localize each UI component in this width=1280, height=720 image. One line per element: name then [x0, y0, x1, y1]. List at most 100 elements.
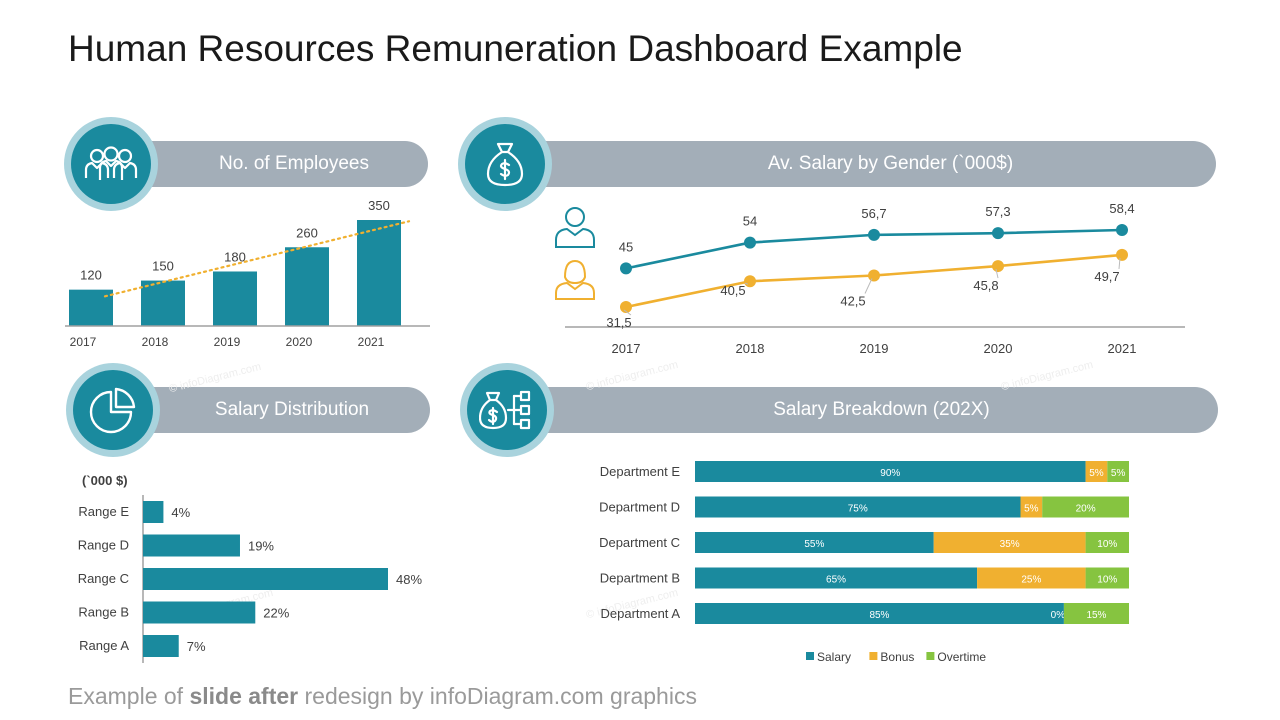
breakdown-title: Salary Breakdown (202X) — [773, 399, 990, 420]
employees-year-label: 2018 — [142, 335, 169, 349]
breakdown-segment-label: 75% — [848, 504, 868, 515]
money-bag-flow-icon — [479, 390, 531, 430]
gender-value-label: 45,8 — [973, 278, 998, 293]
gender-value-label: 42,5 — [840, 294, 865, 309]
distribution-bar — [143, 635, 179, 657]
distribution-bar — [143, 601, 256, 624]
pie-chart-icon — [89, 387, 136, 434]
distribution-bar — [143, 568, 388, 590]
breakdown-legend-label: Bonus — [880, 650, 914, 664]
distribution-range-label: Range E — [78, 504, 129, 519]
breakdown-department-label: Department C — [599, 535, 680, 550]
female-body — [555, 281, 595, 300]
gender-point — [744, 236, 756, 249]
employees-title: No. of Employees — [219, 153, 369, 174]
breakdown-header: Salary Breakdown (202X) — [505, 387, 1218, 433]
gender-point — [620, 301, 632, 313]
employees-value-label: 150 — [152, 259, 174, 274]
employees-header: No. of Employees — [110, 141, 428, 187]
breakdown-department-label: Department D — [599, 500, 680, 515]
gender-value-label: 31,5 — [606, 315, 631, 330]
employees-value-label: 180 — [224, 249, 246, 264]
breakdown-segment-label: 55% — [804, 539, 824, 550]
breakdown-segment — [695, 603, 1064, 624]
breakdown-segment-label: 10% — [1097, 539, 1117, 550]
distribution-bar — [143, 501, 164, 523]
page-title: Human Resources Remuneration Dashboard E… — [68, 28, 963, 69]
employees-trend-line — [103, 220, 411, 298]
employees-year-label: 2021 — [358, 335, 385, 349]
distribution-title: Salary Distribution — [214, 399, 370, 420]
salary-breakdown-stacked-chart: Department E 90% 5% 5% Department D 75% 5% 20% D… — [599, 461, 1129, 664]
breakdown-segment — [1020, 496, 1043, 518]
breakdown-legend-swatch — [806, 652, 814, 660]
gender-leader-line — [864, 278, 873, 294]
employees-year-label: 2019 — [214, 335, 241, 349]
pie-chart-icon-badge — [66, 363, 160, 457]
breakdown-segment-label: 25% — [1021, 575, 1041, 586]
gender-leader-line — [623, 309, 632, 316]
female-head — [563, 259, 587, 285]
breakdown-segment — [1063, 603, 1129, 624]
breakdown-segment-label: 20% — [1076, 504, 1096, 515]
breakdown-segment-label: 65% — [826, 575, 846, 586]
distribution-range-label: Range D — [78, 538, 129, 553]
male-body — [555, 227, 595, 248]
gender-leader-line — [744, 282, 749, 285]
salary-gender-title: Av. Salary by Gender (`000$) — [767, 153, 1014, 174]
gender-year-label: 2017 — [612, 341, 641, 356]
breakdown-legend-label: Overtime — [937, 650, 986, 664]
breakdown-segment — [695, 532, 934, 553]
breakdown-segment — [1085, 567, 1129, 589]
salary-gender-header: Av. Salary by Gender (`000$) — [505, 141, 1216, 187]
employees-value-label: 260 — [296, 225, 318, 240]
gender-year-label: 2019 — [860, 341, 889, 356]
gender-point — [1116, 248, 1128, 261]
gender-point — [868, 269, 880, 282]
gender-year-label: 2020 — [984, 341, 1013, 356]
breakdown-legend-swatch — [869, 652, 878, 660]
breakdown-segment — [1085, 461, 1108, 482]
distribution-range-label: Range A — [79, 638, 129, 653]
gender-leader-line — [995, 268, 999, 279]
gender-value-label: 58,4 — [1109, 201, 1134, 216]
salary-gender-line-chart: 2017 2018 2019 2020 2021 45 54 56,7 57,3 58,4 31,5… — [555, 201, 1185, 356]
breakdown-segment — [1107, 461, 1129, 482]
gender-leader-line — [1118, 257, 1121, 269]
employees-year-label: 2020 — [286, 335, 313, 349]
people-group-icon — [84, 146, 138, 180]
gender-point — [868, 228, 880, 241]
employees-bar — [141, 280, 185, 326]
gender-point — [744, 275, 756, 288]
money-bag-icon — [486, 142, 524, 187]
breakdown-segment-label: 15% — [1086, 610, 1106, 621]
breakdown-legend-swatch — [926, 652, 935, 660]
breakdown-segment-label: 85% — [869, 610, 889, 621]
breakdown-segment-label: 35% — [1000, 539, 1020, 550]
employees-bar — [213, 271, 257, 326]
employees-bar-chart: 120 2017 150 2018 180 2019 260 2020 350 2021 — [65, 198, 430, 349]
breakdown-segment — [1042, 496, 1129, 518]
breakdown-segment — [933, 532, 1086, 553]
gender-value-label: 56,7 — [861, 206, 886, 221]
footer-bold: slide after — [189, 683, 299, 709]
breakdown-segment-label: 5% — [1024, 504, 1039, 515]
employees-bar — [285, 247, 329, 326]
male-head — [565, 207, 585, 227]
gender-year-label: 2021 — [1108, 341, 1137, 356]
distribution-value-label: 7% — [187, 639, 206, 654]
distribution-value-label: 4% — [171, 505, 190, 520]
breakdown-segment — [695, 461, 1086, 482]
gender-point — [1116, 224, 1128, 236]
breakdown-department-label: Department A — [601, 606, 681, 621]
gender-point — [992, 227, 1004, 240]
gender-value-label: 57,3 — [985, 204, 1010, 219]
distribution-header: Salary Distribution — [110, 387, 430, 433]
breakdown-department-label: Department B — [600, 571, 680, 586]
employees-year-label: 2017 — [70, 335, 97, 349]
breakdown-segment-label: 5% — [1089, 468, 1104, 479]
breakdown-legend-label: Salary — [817, 650, 851, 664]
breakdown-segment — [1085, 532, 1129, 553]
breakdown-segment-label: 5% — [1111, 468, 1126, 479]
distribution-range-label: Range C — [78, 571, 129, 586]
